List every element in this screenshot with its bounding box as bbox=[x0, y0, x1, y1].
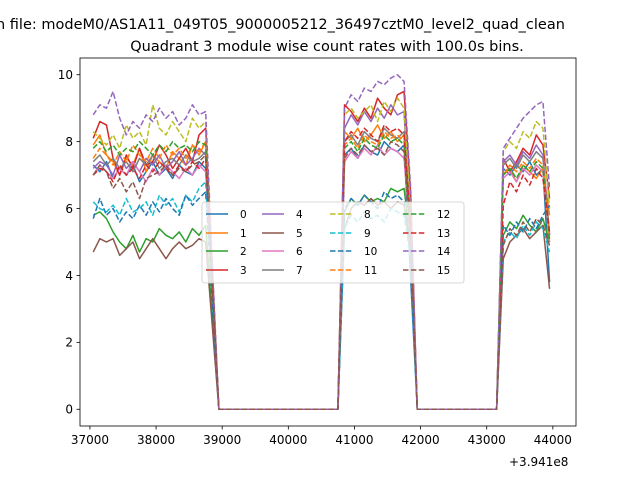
series-line-8 bbox=[92, 97, 551, 411]
series-line-15 bbox=[92, 140, 551, 411]
legend-label-0: 0 bbox=[240, 209, 247, 221]
x-tick-label: 37000 bbox=[71, 433, 109, 447]
x-tick-label: 43000 bbox=[468, 433, 506, 447]
legend-label-15: 15 bbox=[437, 265, 450, 277]
legend-label-14: 14 bbox=[437, 246, 451, 258]
y-tick-label: 0 bbox=[65, 403, 73, 417]
x-offset-label: +3.941e8 bbox=[509, 455, 568, 469]
y-tick-label: 2 bbox=[65, 336, 73, 350]
legend-label-6: 6 bbox=[296, 246, 303, 258]
x-tick-label: 44000 bbox=[534, 433, 572, 447]
legend-label-13: 13 bbox=[437, 228, 450, 240]
plot-area: 37000 38000 39000 40000 41000 42000 43000 44000… bbox=[58, 57, 577, 469]
y-tick-label: 8 bbox=[65, 135, 73, 149]
series-line-13 bbox=[92, 124, 551, 411]
y-tick-label: 6 bbox=[65, 202, 73, 216]
y-tick-label: 4 bbox=[65, 269, 73, 283]
x-tick-label: 41000 bbox=[335, 433, 373, 447]
legend-label-12: 12 bbox=[437, 209, 450, 221]
legend-box bbox=[201, 201, 465, 284]
x-tick-label: 40000 bbox=[269, 433, 307, 447]
legend-label-1: 1 bbox=[240, 228, 247, 240]
axes-frame bbox=[79, 57, 577, 427]
legend-label-4: 4 bbox=[296, 209, 303, 221]
figure-suptitle: n file: modeM0/AS1A11_049T05_9000005212_… bbox=[0, 17, 565, 33]
legend-label-8: 8 bbox=[364, 209, 371, 221]
legend-label-10: 10 bbox=[364, 246, 377, 258]
y-tick-label: 10 bbox=[58, 68, 73, 82]
legend-label-9: 9 bbox=[364, 228, 371, 240]
series-line-10 bbox=[92, 191, 551, 411]
legend-label-7: 7 bbox=[296, 265, 303, 277]
legend-label-11: 11 bbox=[364, 265, 377, 277]
x-tick-label: 39000 bbox=[203, 433, 241, 447]
chart-title: Quadrant 3 module wise count rates with … bbox=[130, 39, 524, 55]
legend-label-3: 3 bbox=[240, 265, 247, 277]
legend-label-2: 2 bbox=[240, 246, 247, 258]
x-tick-label: 42000 bbox=[401, 433, 439, 447]
x-tick-label: 38000 bbox=[137, 433, 175, 447]
legend-label-5: 5 bbox=[296, 228, 303, 240]
series-line-14 bbox=[92, 73, 551, 411]
